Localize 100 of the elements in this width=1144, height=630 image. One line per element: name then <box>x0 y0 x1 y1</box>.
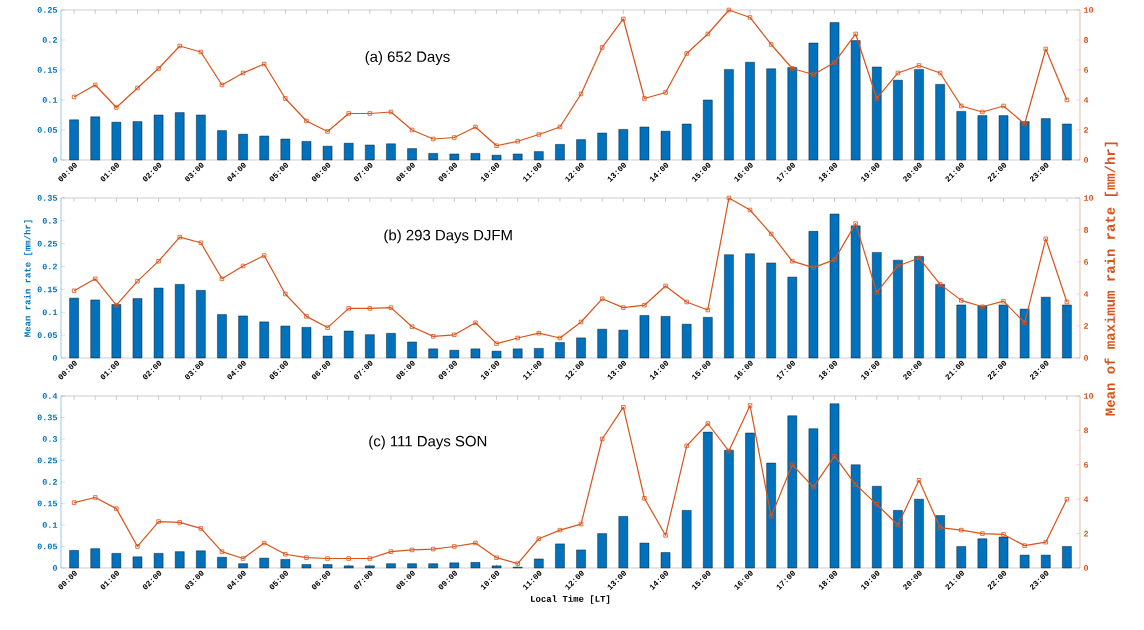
bar <box>196 290 206 359</box>
point <box>135 278 140 284</box>
bar <box>787 415 798 569</box>
point <box>473 540 478 546</box>
bar <box>745 432 755 569</box>
point <box>790 462 795 467</box>
point <box>705 31 710 37</box>
point <box>959 103 964 109</box>
bar <box>998 304 1009 359</box>
y-tick-label: 0 <box>52 157 57 163</box>
bar <box>153 287 164 359</box>
bar <box>449 562 460 569</box>
point <box>114 302 119 308</box>
bar <box>407 341 417 359</box>
point <box>1001 103 1006 109</box>
bar <box>829 22 840 161</box>
point <box>959 527 964 533</box>
point <box>156 519 161 524</box>
point <box>895 70 901 76</box>
point <box>219 82 225 88</box>
bar <box>1041 118 1051 161</box>
bar <box>681 510 692 569</box>
bar <box>893 510 903 569</box>
point <box>811 484 816 490</box>
y2-tick-label: 4 <box>1083 97 1089 103</box>
y2-tick-label: 8 <box>1083 37 1089 43</box>
bar <box>1019 121 1030 161</box>
point <box>283 291 288 297</box>
y2-tick-label: 6 <box>1084 259 1089 265</box>
point <box>114 506 119 511</box>
point <box>219 276 225 281</box>
bar <box>597 132 607 161</box>
point <box>1043 236 1048 241</box>
point <box>916 255 922 261</box>
y-tick-label: 0.05 <box>37 127 58 133</box>
point <box>198 240 204 245</box>
bar <box>745 253 755 359</box>
y2-tick-label: 6 <box>1084 67 1089 73</box>
bar <box>977 115 988 161</box>
point <box>536 330 542 336</box>
bar <box>470 562 481 569</box>
bar <box>90 299 100 359</box>
point <box>874 290 879 295</box>
bar <box>174 284 185 359</box>
bar <box>1041 554 1051 569</box>
y-tick-label: 0.4 <box>42 393 58 399</box>
bar <box>893 259 903 359</box>
point <box>937 70 943 76</box>
bar <box>322 145 333 161</box>
point <box>557 335 563 341</box>
bar <box>428 563 438 569</box>
bar <box>660 552 671 569</box>
point <box>346 306 351 311</box>
bar <box>428 153 438 161</box>
bar <box>238 133 248 161</box>
y-tick-label: 0.1 <box>42 309 58 316</box>
bar <box>217 557 227 569</box>
bar <box>766 462 776 569</box>
point <box>895 263 901 269</box>
y-tick-label: 0.15 <box>37 286 58 293</box>
point <box>494 555 499 560</box>
bar <box>872 252 882 359</box>
point <box>768 514 774 519</box>
bar <box>491 350 502 359</box>
point <box>853 221 858 226</box>
bar <box>259 557 269 569</box>
bar <box>259 135 269 161</box>
bar <box>555 342 565 359</box>
bar <box>343 142 354 161</box>
bar <box>1062 546 1072 569</box>
point <box>663 533 668 538</box>
point <box>1022 121 1027 127</box>
y2-tick-label: 2 <box>1084 127 1089 133</box>
point <box>325 325 330 330</box>
bar <box>238 563 248 569</box>
point <box>642 496 647 501</box>
point <box>1001 532 1006 537</box>
bar <box>766 68 776 161</box>
point <box>578 521 584 527</box>
y2-tick-label: 0 <box>1083 355 1089 361</box>
point <box>980 304 985 309</box>
bar <box>365 334 375 359</box>
bar <box>69 297 79 359</box>
y-tick-label: 0.35 <box>37 195 58 201</box>
bar <box>322 335 333 359</box>
bar <box>111 121 122 161</box>
bar <box>343 330 354 359</box>
y-tick-label: 0.15 <box>37 500 58 507</box>
bar <box>639 315 650 359</box>
point <box>980 531 985 536</box>
point <box>304 314 309 319</box>
bar <box>618 516 629 569</box>
point <box>768 231 774 237</box>
y-tick-label: 0.05 <box>37 332 58 338</box>
point <box>1022 320 1027 325</box>
point <box>219 549 225 554</box>
y2-tick-label: 0 <box>1083 157 1089 163</box>
bar <box>386 143 396 161</box>
point <box>494 143 499 148</box>
point <box>240 263 246 269</box>
